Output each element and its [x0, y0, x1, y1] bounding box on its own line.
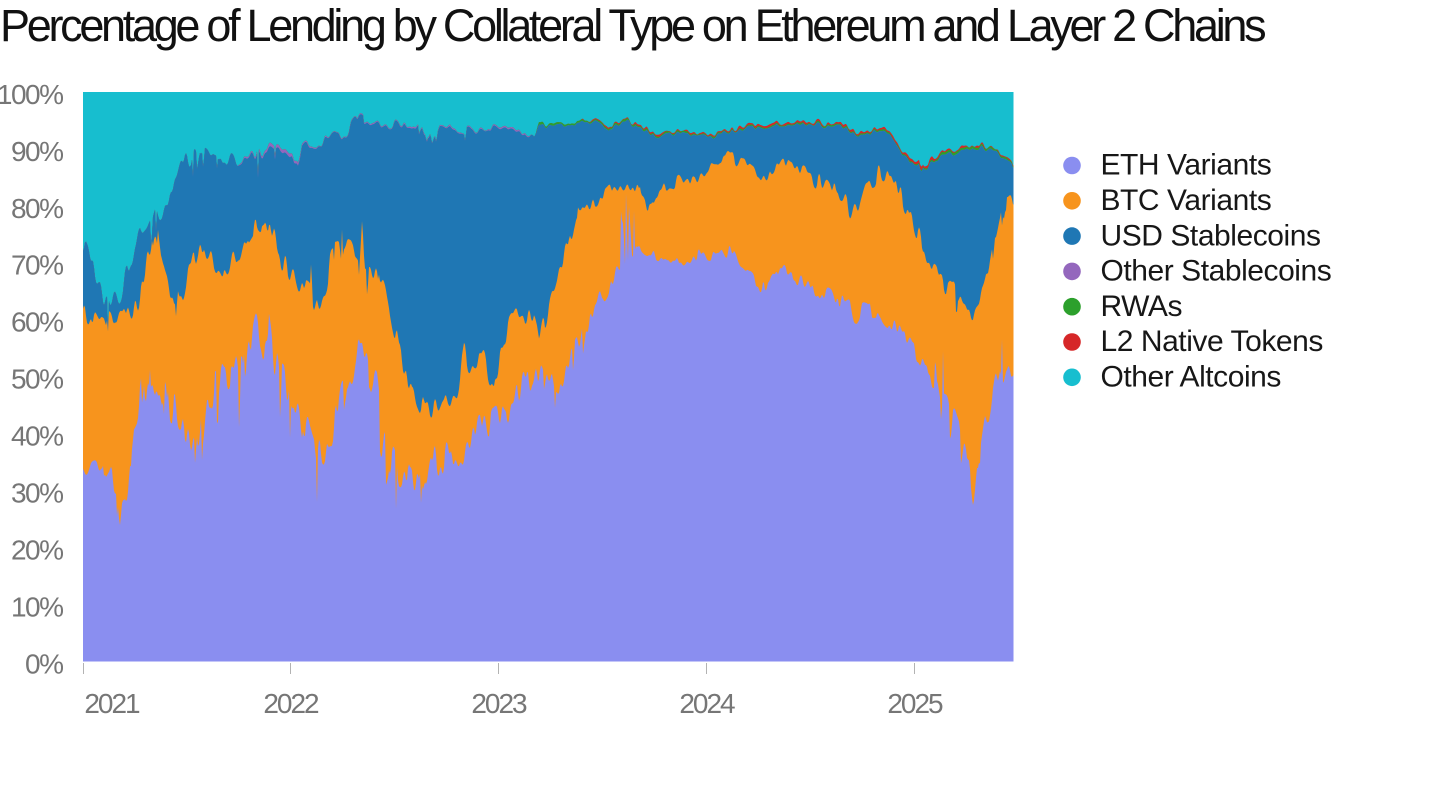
svg-text:10%: 10%	[11, 591, 63, 622]
svg-text:90%: 90%	[11, 136, 63, 167]
svg-text:Percentage of Lending by Colla: Percentage of Lending by Collateral Type…	[0, 0, 1265, 51]
svg-text:Other Stablecoins: Other Stablecoins	[1101, 255, 1332, 288]
svg-text:2024: 2024	[679, 688, 735, 719]
svg-text:USD Stablecoins: USD Stablecoins	[1101, 219, 1321, 252]
svg-text:Other Altcoins: Other Altcoins	[1101, 361, 1281, 394]
svg-text:RWAs: RWAs	[1101, 290, 1183, 323]
svg-text:ETH Variants: ETH Variants	[1101, 149, 1272, 182]
svg-text:2021: 2021	[84, 688, 140, 719]
svg-text:2023: 2023	[471, 688, 527, 719]
svg-text:80%: 80%	[11, 193, 63, 224]
svg-text:BTC Variants: BTC Variants	[1101, 184, 1272, 217]
svg-text:2022: 2022	[263, 688, 319, 719]
svg-text:2025: 2025	[887, 688, 943, 719]
svg-text:50%: 50%	[11, 364, 63, 395]
svg-text:60%: 60%	[11, 307, 63, 338]
svg-text:0%: 0%	[25, 648, 63, 679]
svg-text:30%: 30%	[11, 478, 63, 509]
svg-text:L2 Native Tokens: L2 Native Tokens	[1101, 325, 1323, 358]
svg-text:70%: 70%	[11, 250, 63, 281]
svg-text:20%: 20%	[11, 535, 63, 566]
svg-text:100%: 100%	[0, 79, 63, 110]
svg-text:40%: 40%	[11, 421, 63, 452]
